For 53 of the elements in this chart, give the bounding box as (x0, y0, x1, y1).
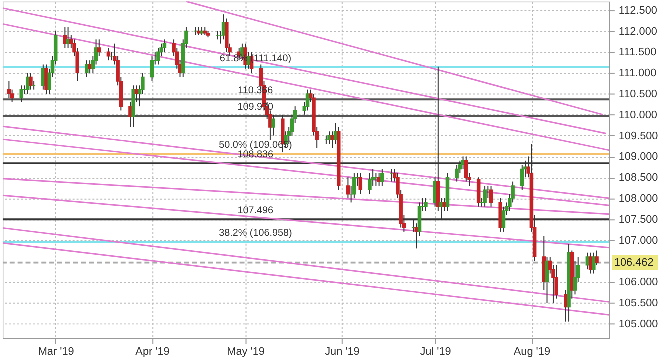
candlestick (98, 39, 102, 57)
candlestick (592, 252, 596, 274)
candlestick (554, 264, 558, 300)
y-tick-label: 109.000 (618, 151, 658, 164)
candlestick (380, 168, 384, 186)
candlestick (7, 80, 12, 99)
candlestick (88, 60, 92, 74)
y-tick-label: 110.000 (618, 109, 658, 122)
candlestick (358, 172, 363, 195)
candlestick (442, 198, 447, 212)
ref-line-label: 106.462 (614, 256, 654, 269)
y-tick-label: 107.000 (618, 234, 658, 247)
candlestick (483, 185, 487, 208)
y-tick-label: 112.500 (618, 4, 658, 17)
ref-line-label: 107.496 (238, 206, 274, 217)
candlestick (476, 177, 481, 208)
ref-line-label: 38.2% (106.958) (219, 228, 292, 240)
y-tick-label: 111.000 (618, 68, 657, 80)
x-tick-label: May '19 (227, 346, 265, 358)
y-tick-label: 105.500 (618, 297, 658, 310)
y-tick-label: 108.000 (618, 192, 658, 205)
y-tick-label: 107.500 (618, 214, 658, 226)
candlestick (573, 260, 578, 296)
y-tick-label: 108.500 (618, 172, 658, 184)
candlestick (85, 60, 89, 78)
candlestick (29, 72, 33, 90)
candlestick (272, 114, 276, 136)
candlestick (352, 172, 356, 200)
x-tick-label: Jun '19 (325, 346, 360, 358)
x-tick-label: Apr '19 (136, 346, 170, 358)
y-tick-label: 111.500 (618, 46, 657, 59)
candlestick (424, 198, 428, 212)
candlestick (414, 223, 419, 250)
y-tick-label: 106.000 (618, 276, 658, 289)
candlestick (346, 177, 350, 200)
y-tick-label: 110.500 (618, 88, 658, 100)
candlestick (156, 48, 160, 66)
x-tick-label: Jul '19 (420, 346, 452, 358)
y-tick-label: 109.500 (618, 130, 658, 142)
x-tick-label: Aug '19 (514, 346, 551, 358)
candlestick (162, 39, 167, 53)
candlestick (595, 250, 599, 266)
candlestick (328, 131, 332, 145)
candlestick (368, 172, 372, 195)
ref-line-label: 108.836 (238, 150, 274, 161)
y-tick-label: 112.000 (618, 26, 658, 38)
candlestick (306, 89, 310, 112)
candlestick (150, 56, 154, 82)
y-tick-label: 105.000 (618, 318, 658, 330)
x-tick-label: Mar '19 (38, 346, 74, 358)
candlestick (106, 48, 111, 62)
candlestick (20, 85, 24, 103)
candlestick (489, 185, 494, 208)
